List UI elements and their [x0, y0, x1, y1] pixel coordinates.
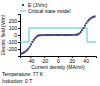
y-tick-label: -100	[7, 39, 17, 45]
scatter-point	[52, 34, 54, 36]
scatter-point	[70, 34, 72, 36]
scatter-point	[66, 34, 68, 36]
x-tick: 40	[83, 56, 89, 64]
y-tick: -100	[7, 39, 20, 45]
scatter-point	[50, 34, 52, 36]
x-tick-label: -20	[41, 58, 48, 64]
y-tick: 200	[9, 18, 20, 24]
scatter-point	[81, 29, 83, 31]
annotation: Induction: 0 T	[2, 78, 32, 84]
y-tick-mark	[18, 21, 20, 22]
scatter-point	[33, 39, 35, 41]
scatter-point	[72, 34, 74, 36]
x-tick-label: 20	[70, 58, 76, 64]
scatter-point	[31, 41, 33, 43]
scatter-series	[20, 15, 95, 54]
x-tick: -40	[27, 56, 34, 64]
y-tick-label: 0	[14, 32, 17, 38]
x-tick: -20	[41, 56, 48, 64]
scatter-point	[42, 34, 44, 36]
y-tick-mark	[18, 28, 20, 29]
x-tick: 0	[57, 56, 60, 64]
legend-swatch	[20, 11, 26, 12]
y-axis: -200-1000100200	[7, 15, 21, 57]
legend: E (J/Vm)Critical state model	[20, 2, 71, 14]
scatter-point	[44, 34, 46, 36]
y-tick: 100	[9, 25, 20, 31]
scatter-point	[46, 34, 48, 36]
scatter-point	[30, 43, 32, 45]
scatter-point	[85, 22, 87, 24]
y-tick-mark	[18, 35, 20, 36]
y-tick: -200	[7, 46, 20, 52]
scatter-point	[48, 34, 50, 36]
x-tick-label: 40	[83, 58, 89, 64]
scatter-point	[80, 31, 82, 33]
model-line	[20, 28, 96, 42]
scatter-point	[29, 46, 31, 48]
scatter-point	[40, 34, 42, 36]
legend-swatch	[22, 4, 24, 6]
x-axis-title: Current density (MA/m²)	[31, 64, 85, 70]
scatter-point	[64, 34, 66, 36]
x-axis: -40 -20 0 20 40	[21, 56, 97, 64]
scatter-point	[68, 34, 70, 36]
x-tick: 20	[70, 56, 76, 64]
legend-item: Critical state model	[20, 8, 71, 14]
y-tick: 0	[14, 32, 20, 38]
scatter-point	[84, 25, 86, 27]
y-axis-title: Electric field (V/m)	[0, 14, 6, 55]
scatter-point	[83, 27, 85, 29]
scatter-point	[60, 34, 62, 36]
legend-label: Critical state model	[28, 8, 71, 14]
y-tick-mark	[18, 49, 20, 50]
x-tick-label: -40	[27, 58, 34, 64]
scatter-point	[27, 48, 29, 50]
chart: -40-2002040-200-1000100200Current densit…	[0, 0, 100, 86]
y-tick-mark	[18, 42, 20, 43]
y-tick-label: 200	[9, 18, 18, 24]
y-tick-label: 100	[9, 25, 18, 31]
scatter-point	[94, 15, 96, 17]
plot-area	[20, 15, 96, 54]
x-tick-label: 0	[57, 58, 60, 64]
y-tick-label: -200	[7, 46, 17, 52]
annotation: Temperature: 77 K	[2, 71, 44, 77]
y-axis-line	[18, 15, 21, 57]
scatter-point	[62, 34, 64, 36]
